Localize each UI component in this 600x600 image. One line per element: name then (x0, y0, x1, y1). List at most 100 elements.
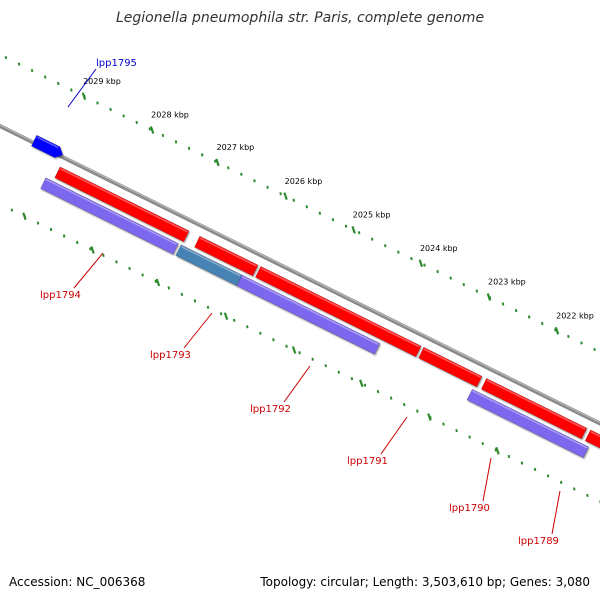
minor-tick (49, 227, 53, 232)
minor-tick (494, 448, 498, 452)
minor-tick (4, 55, 8, 60)
gene-leader-line (551, 490, 561, 535)
minor-tick (370, 237, 374, 241)
minor-tick (410, 257, 413, 261)
minor-tick (423, 263, 426, 267)
tick-label: 2025 kbp (353, 211, 391, 220)
gene-label-lpp1794: lpp1794 (40, 290, 81, 301)
feature-sheen (199, 237, 257, 267)
minor-tick (213, 159, 217, 163)
minor-tick (331, 218, 335, 222)
gene-label-lpp1792: lpp1792 (250, 404, 291, 415)
minor-tick (96, 101, 99, 105)
feature-sheen (590, 431, 600, 438)
tick-label: 2024 kbp (420, 244, 458, 253)
minor-tick (573, 487, 576, 491)
cds-feature-6 (584, 429, 600, 449)
feature-sheen (472, 390, 588, 449)
minor-tick (397, 250, 400, 254)
cds-feature-2 (194, 235, 259, 277)
minor-tick (514, 308, 518, 313)
minor-tick (43, 75, 47, 79)
backbone-layer (0, 123, 600, 426)
genome-backbone (0, 123, 600, 426)
minor-tick (567, 334, 570, 339)
minor-tick (109, 107, 112, 112)
minor-tick (292, 198, 295, 202)
minor-tick (481, 441, 484, 446)
minor-tick (580, 341, 583, 345)
tick-label: 2026 kbp (285, 177, 323, 186)
minor-tick (259, 331, 262, 335)
gene-feature-lpp1790 (466, 388, 590, 459)
cds-feature-1 (54, 166, 190, 243)
cds-feature-3 (254, 265, 422, 358)
minor-tick (540, 321, 544, 326)
minor-tick (402, 403, 406, 407)
minor-tick (193, 299, 197, 303)
minor-tick (180, 292, 184, 296)
map-title: Legionella pneumophila str. Paris, compl… (116, 10, 484, 26)
gene-leader-line (67, 68, 97, 108)
major-tick (155, 278, 161, 287)
minor-tick (357, 231, 361, 235)
minor-tick (272, 338, 275, 342)
minor-tick (266, 185, 269, 189)
tick-label: 2029 kbp (83, 77, 121, 86)
minor-tick (279, 192, 282, 196)
feature-sheen (180, 245, 241, 277)
major-tick (486, 293, 492, 301)
minor-tick (305, 205, 309, 209)
minor-tick (285, 344, 288, 348)
minor-tick (533, 467, 537, 472)
minor-tick (520, 461, 524, 465)
major-tick (495, 446, 500, 455)
minor-tick (227, 166, 230, 170)
minor-tick (318, 211, 322, 215)
minor-tick (501, 302, 505, 306)
minor-tick (102, 253, 105, 258)
minor-tick (141, 273, 144, 277)
feature-sheen (423, 348, 481, 378)
minor-tick (240, 172, 243, 176)
minor-tick (436, 270, 439, 274)
minor-tick (57, 81, 60, 86)
minor-tick (298, 351, 301, 355)
gene-leader-line (183, 312, 213, 349)
minor-tick (507, 454, 511, 459)
minor-tick (384, 244, 387, 248)
cds-feature-5 (480, 377, 588, 440)
accession-text: Accession: NC_006368 (9, 575, 145, 589)
feature-sheen (260, 267, 420, 348)
major-tick (554, 326, 560, 335)
minor-tick (200, 153, 204, 157)
major-tick (81, 92, 87, 101)
minor-tick (324, 364, 328, 368)
major-tick (351, 226, 356, 234)
minor-tick (449, 276, 452, 280)
major-tick (22, 212, 27, 221)
feature-sheen (241, 276, 379, 345)
minor-tick (206, 305, 210, 309)
minor-tick (174, 140, 178, 144)
minor-tick (128, 266, 131, 271)
major-tick (90, 246, 95, 254)
minor-tick (559, 480, 563, 485)
minor-tick (593, 347, 596, 352)
minor-tick (232, 318, 236, 322)
gene-feature-lpp1795 (30, 134, 64, 158)
minor-tick (122, 114, 125, 118)
minor-tick (389, 396, 393, 400)
minor-tick (546, 474, 550, 478)
tick-label: 2028 kbp (151, 111, 189, 120)
feature-sheen (59, 168, 188, 233)
tick-layer: 2029 kbp 2028 kbp 2027 kbp 2026 kbp 2025 kbp… (4, 55, 600, 504)
gene-leader-line (73, 252, 104, 289)
minor-tick (115, 260, 118, 264)
gene-label-lpp1789: lpp1789 (518, 536, 559, 547)
major-tick (223, 312, 229, 321)
minor-tick (554, 328, 557, 332)
minor-tick (135, 120, 138, 125)
major-tick (418, 259, 424, 268)
